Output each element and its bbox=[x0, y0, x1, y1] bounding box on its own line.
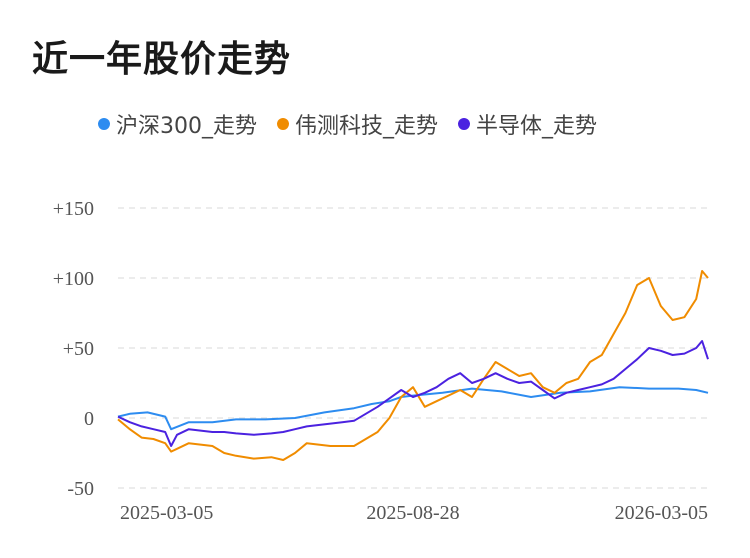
y-tick-label: 0 bbox=[84, 408, 94, 430]
series-line-2 bbox=[117, 340, 709, 447]
legend-item-hs300[interactable]: 沪深300_走势 bbox=[98, 108, 257, 140]
y-tick-label: -50 bbox=[67, 478, 94, 500]
y-tick-label: +150 bbox=[53, 198, 94, 220]
x-tick-label: 2025-08-28 bbox=[366, 502, 459, 524]
x-tick-label: 2025-03-05 bbox=[120, 502, 213, 524]
legend-item-weice[interactable]: 伟测科技_走势 bbox=[277, 108, 438, 140]
legend-label: 沪深300_走势 bbox=[116, 114, 257, 139]
y-tick-label: +100 bbox=[53, 268, 94, 290]
chart-title: 近一年股价走势 bbox=[32, 39, 292, 80]
legend: 沪深300_走势 伟测科技_走势 半导体_走势 bbox=[98, 108, 597, 140]
legend-dot bbox=[458, 118, 471, 130]
legend-item-semiconductor[interactable]: 半导体_走势 bbox=[458, 108, 597, 140]
y-tick-label: +50 bbox=[63, 338, 94, 360]
x-tick-label: 2026-03-05 bbox=[615, 502, 708, 524]
legend-label: 伟测科技_走势 bbox=[295, 114, 439, 139]
legend-label: 半导体_走势 bbox=[476, 114, 598, 139]
series-line-1 bbox=[117, 270, 709, 461]
series-line-0 bbox=[117, 386, 709, 431]
legend-dot bbox=[277, 118, 289, 130]
legend-dot bbox=[98, 118, 110, 130]
